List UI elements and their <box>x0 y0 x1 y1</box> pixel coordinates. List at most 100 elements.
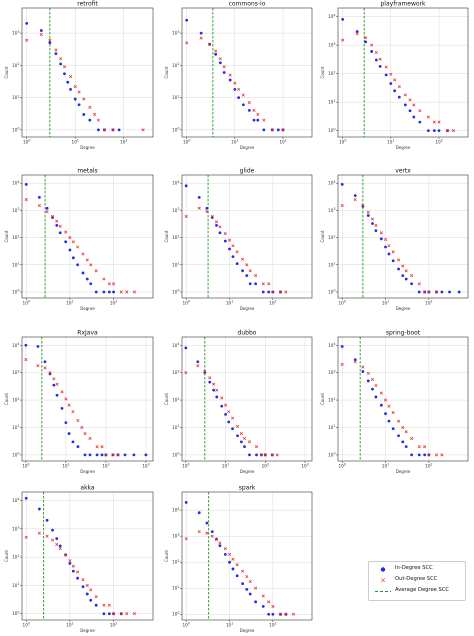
in-degree-point <box>220 404 224 408</box>
out-degree-point <box>378 57 382 61</box>
out-degree-point <box>231 416 235 420</box>
in-degree-point <box>245 274 249 277</box>
out-degree-point <box>24 198 28 202</box>
in-degree-point <box>199 31 203 35</box>
y-axis-label: Count <box>4 66 9 78</box>
in-degree-point <box>55 393 59 397</box>
in-degree-point <box>254 600 258 604</box>
in-degree-point <box>231 255 235 258</box>
in-degree-point <box>276 128 280 132</box>
out-degree-point <box>196 364 200 368</box>
y-tick-label: 102 <box>12 397 19 403</box>
in-degree-point <box>222 71 226 74</box>
out-degree-point <box>224 403 228 407</box>
in-degree-point <box>64 421 68 425</box>
chart-title: commons-io <box>229 1 266 8</box>
y-tick-label: 104 <box>172 507 179 513</box>
out-degree-point <box>88 105 92 109</box>
y-tick-label: 101 <box>172 424 179 430</box>
out-degree-point <box>432 120 436 124</box>
chart-panel-playframework: 100 101 102 100 101 102 103 104 playframework Deg… <box>320 1 469 150</box>
out-degree-point <box>107 603 111 607</box>
out-degree-point <box>64 230 68 234</box>
out-degree-point <box>393 78 397 82</box>
x-axis-label: Degree <box>80 145 95 150</box>
plot-area <box>182 492 312 620</box>
plot-frame <box>181 336 313 462</box>
x-tick-label: 102 <box>269 300 276 306</box>
in-degree-point <box>71 256 75 260</box>
out-degree-point <box>68 236 72 240</box>
x-tick-label: 101 <box>62 463 69 469</box>
in-degree-point <box>73 97 77 101</box>
y-tick-label: 103 <box>12 207 19 213</box>
out-degree-point <box>55 382 59 386</box>
x-axis-label: Degree <box>396 469 411 474</box>
y-tick-label: 102 <box>328 397 335 403</box>
in-degree-point <box>393 89 397 93</box>
y-axis-label: Count <box>4 230 9 242</box>
out-degree-point <box>104 453 108 457</box>
chart-title: RxJava <box>77 330 98 337</box>
out-degree-point <box>397 258 401 262</box>
out-degree-point <box>231 557 235 561</box>
chart-title: metals <box>77 168 97 175</box>
in-degree-point <box>69 87 72 91</box>
in-degree-point <box>384 412 387 416</box>
in-degree-point <box>239 440 243 444</box>
out-degree-point <box>214 537 219 541</box>
out-degree-point <box>68 74 73 79</box>
in-degree-point <box>255 453 258 457</box>
in-degree-point <box>102 290 106 294</box>
in-degree-point <box>60 406 64 410</box>
in-degree-point <box>45 518 49 522</box>
in-degree-point <box>45 206 49 210</box>
out-degree-point <box>227 238 232 242</box>
x-tick-label: 100 <box>339 300 346 306</box>
out-degree-point <box>132 612 136 616</box>
in-degree-point <box>404 445 408 449</box>
legend-item-average: Average Degree SCC <box>373 586 463 597</box>
x-tick-label: 101 <box>231 139 238 145</box>
y-tick-label: 102 <box>328 70 335 76</box>
out-degree-point <box>384 65 388 69</box>
in-degree-point <box>184 500 188 504</box>
out-degree-point <box>111 128 115 132</box>
in-degree-point <box>423 453 427 457</box>
out-degree-point <box>58 224 62 228</box>
in-degree-point <box>391 427 395 431</box>
in-degree-point <box>210 530 214 534</box>
out-degree-point <box>59 57 63 61</box>
out-degree-point <box>247 101 251 105</box>
y-tick-label: 103 <box>328 369 335 375</box>
out-degree-point <box>125 290 129 294</box>
y-axis-label: Count <box>164 550 169 562</box>
out-degree-point <box>43 366 47 370</box>
y-tick-label: 104 <box>12 497 19 503</box>
in-degree-point <box>262 128 266 132</box>
out-degree-point <box>281 128 285 132</box>
in-degree-point <box>361 370 365 373</box>
x-tick-label: 103 <box>142 463 149 469</box>
out-degree-point <box>205 531 209 535</box>
out-degree-point <box>235 424 240 428</box>
chart-panel-glide: 100 101 102 100 101 102 103 104 glide Degree Count <box>164 168 313 311</box>
out-degree-point <box>387 404 391 408</box>
x-tick-label: 101 <box>226 300 233 306</box>
in-degree-point <box>361 205 365 208</box>
in-degree-point <box>374 58 378 62</box>
chart-title: retrofit <box>77 1 98 8</box>
out-degree-point <box>102 128 107 132</box>
y-tick-label: 101 <box>172 94 179 100</box>
out-degree-point <box>215 388 219 392</box>
out-degree-point <box>284 612 288 616</box>
in-degree-point <box>37 507 41 511</box>
x-tick-label: 101 <box>222 463 229 469</box>
chart-panel-dubbo: 100 101 102 103 100 101 102 103 104 dubbo Degree Co… <box>164 330 313 474</box>
plot-frame <box>181 491 313 621</box>
out-degree-point <box>242 436 247 440</box>
x-axis-label: Degree <box>396 145 411 150</box>
in-degree-point <box>235 574 239 578</box>
in-degree-point <box>117 128 121 132</box>
